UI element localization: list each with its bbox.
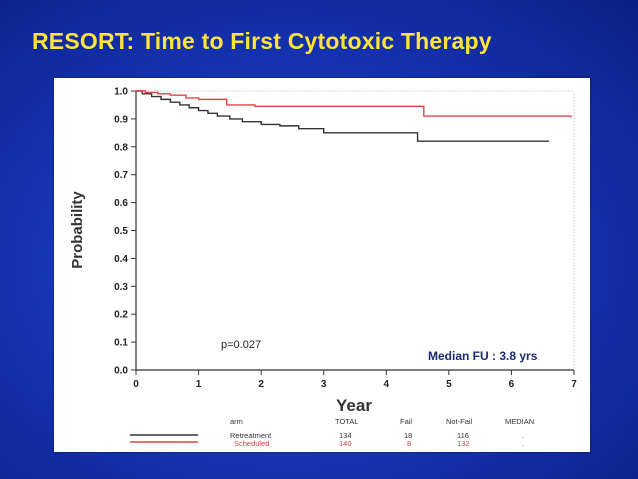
chart-panel: 0.0 0.1 0.2 0.3 0.4 0.5 0.6 0.7 0.8 0.9 1.0 0 1 2 3 4 5 6… (54, 78, 590, 452)
series-line-scheduled (136, 90, 572, 118)
legend-header-not-fail: Not-Fail (446, 417, 473, 426)
legend-row-retreatment-median: . (522, 431, 524, 440)
x-tick-label: 4 (384, 379, 390, 390)
series-line-retreatment (136, 90, 549, 142)
legend-row-retreatment-total: 134 (339, 431, 352, 440)
y-tick-label: 0.0 (114, 366, 128, 377)
legend-header-arm: arm (230, 417, 243, 426)
x-axis-label: Year (336, 396, 372, 415)
y-tick-label: 1.0 (114, 87, 128, 98)
x-tick-label: 2 (258, 379, 264, 390)
legend-row-scheduled-not-fail: 132 (457, 439, 470, 448)
legend-row-scheduled-arm: Scheduled (234, 439, 269, 448)
legend-header-median: MEDIAN (505, 417, 534, 426)
legend-row-retreatment-fail: 18 (404, 431, 412, 440)
y-tick-label: 0.7 (114, 170, 128, 181)
legend-row-scheduled-fail: 8 (407, 439, 411, 448)
km-chart: 0.0 0.1 0.2 0.3 0.4 0.5 0.6 0.7 0.8 0.9 1.0 0 1 2 3 4 5 6… (69, 87, 577, 449)
chart-ticks: 0.0 0.1 0.2 0.3 0.4 0.5 0.6 0.7 0.8 0.9 1.0 0 1 2 3 4 5 6… (114, 87, 577, 391)
legend-row-retreatment-arm: Retreatment (230, 431, 272, 440)
y-tick-label: 0.3 (114, 282, 128, 293)
p-value-annotation: p=0.027 (221, 339, 261, 351)
median-fu-box (420, 343, 573, 367)
legend-row-scheduled-median: . (522, 439, 524, 448)
legend-row-scheduled-total: 140 (339, 439, 352, 448)
x-tick-label: 6 (509, 379, 515, 390)
x-tick-label: 7 (571, 379, 577, 390)
y-tick-label: 0.1 (114, 338, 128, 349)
median-fu-annotation: Median FU : 3.8 yrs (428, 349, 538, 363)
chart-curves (136, 90, 572, 142)
legend-header-fail: Fail (400, 417, 412, 426)
y-tick-label: 0.6 (114, 198, 128, 209)
y-tick-label: 0.4 (114, 254, 128, 265)
x-tick-label: 0 (133, 379, 139, 390)
slide-title: RESORT: Time to First Cytotoxic Therapy (32, 28, 492, 54)
legend-table: arm TOTAL Fail Not-Fail MEDIAN Retreatme… (130, 417, 534, 448)
x-tick-label: 5 (446, 379, 452, 390)
legend-row-retreatment-not-fail: 116 (457, 431, 469, 440)
y-tick-label: 0.2 (114, 310, 128, 321)
legend-header-total: TOTAL (335, 417, 358, 426)
y-axis-label: Probability (69, 191, 86, 269)
y-tick-label: 0.9 (114, 114, 128, 125)
x-tick-label: 3 (321, 379, 327, 390)
x-tick-label: 1 (196, 379, 202, 390)
y-tick-label: 0.5 (114, 226, 128, 237)
y-tick-label: 0.8 (114, 142, 128, 153)
